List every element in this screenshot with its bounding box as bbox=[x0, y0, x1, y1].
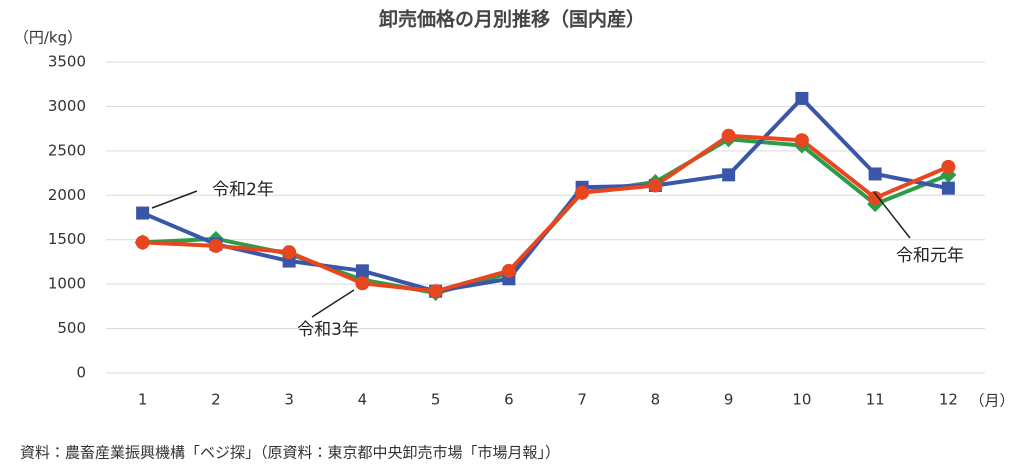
y-unit: （円/kg） bbox=[14, 29, 82, 47]
annotation-line bbox=[873, 191, 911, 239]
marker bbox=[428, 284, 443, 299]
x-tick-label: 10 bbox=[792, 391, 811, 409]
marker bbox=[135, 235, 150, 250]
annotation-line bbox=[311, 289, 355, 318]
series-label: 令和元年 bbox=[896, 246, 964, 266]
x-tick-label: 12 bbox=[939, 391, 958, 409]
x-tick-label: 7 bbox=[577, 391, 587, 409]
series-line bbox=[142, 133, 950, 294]
marker bbox=[721, 128, 736, 143]
marker bbox=[282, 245, 297, 260]
x-tick-label: 5 bbox=[431, 391, 441, 409]
x-tick-label: 8 bbox=[651, 391, 661, 409]
series-label: 令和2年 bbox=[212, 180, 274, 200]
marker bbox=[501, 263, 516, 278]
x-tick-label: 9 bbox=[724, 391, 734, 409]
marker bbox=[795, 91, 809, 105]
x-tick-label: 6 bbox=[504, 391, 514, 409]
marker bbox=[355, 276, 370, 291]
marker bbox=[794, 133, 809, 148]
y-tick-label: 1500 bbox=[48, 230, 86, 248]
x-tick-label: 1 bbox=[138, 391, 148, 409]
y-tick-label: 500 bbox=[57, 319, 86, 337]
marker bbox=[575, 185, 590, 200]
y-tick-label: 0 bbox=[76, 364, 86, 382]
x-unit: （月） bbox=[969, 392, 1014, 410]
y-tick-label: 1000 bbox=[48, 275, 86, 293]
annotation-line bbox=[151, 190, 198, 209]
marker bbox=[648, 178, 663, 193]
marker bbox=[208, 238, 223, 253]
y-tick-label: 3500 bbox=[48, 53, 86, 71]
chart-title: 卸売価格の月別推移（国内産） bbox=[379, 8, 645, 31]
x-tick-label: 2 bbox=[211, 391, 221, 409]
y-tick-label: 3000 bbox=[48, 97, 86, 115]
marker bbox=[868, 190, 883, 205]
x-tick-label: 3 bbox=[284, 391, 294, 409]
y-tick-label: 2000 bbox=[48, 186, 86, 204]
marker bbox=[355, 264, 369, 278]
y-tick-label: 2500 bbox=[48, 141, 86, 159]
marker bbox=[868, 167, 882, 181]
marker bbox=[722, 168, 736, 182]
marker bbox=[941, 159, 956, 174]
marker bbox=[941, 181, 955, 195]
x-tick-label: 11 bbox=[866, 391, 885, 409]
marker bbox=[136, 206, 150, 220]
x-tick-label: 4 bbox=[358, 391, 368, 409]
series-label: 令和3年 bbox=[297, 320, 359, 340]
source: 資料：農畜産業振興機構「ベジ探」（原資料：東京都中央卸売市場「市場月報」） bbox=[20, 444, 560, 462]
